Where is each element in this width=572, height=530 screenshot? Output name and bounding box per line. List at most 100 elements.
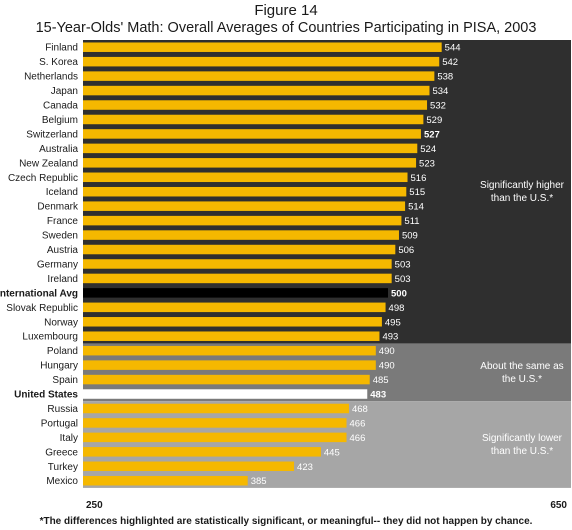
category-label-germany: Germany xyxy=(37,259,78,270)
value-label-turkey: 423 xyxy=(297,462,313,473)
value-label-united-states: 483 xyxy=(370,390,386,401)
bar-ireland xyxy=(83,273,392,284)
bar-spain xyxy=(83,374,370,385)
category-label-canada: Canada xyxy=(43,101,78,112)
category-label-australia: Australia xyxy=(39,144,78,155)
value-label-denmark: 514 xyxy=(408,202,424,213)
category-label-s-korea: S. Korea xyxy=(39,57,78,68)
group-label-2-line-1: About the same as xyxy=(480,361,563,372)
category-label-portugal: Portugal xyxy=(41,418,78,429)
value-label-international-avg: 500 xyxy=(391,288,407,299)
bar-belgium xyxy=(83,114,424,125)
bar-italy xyxy=(83,432,347,443)
value-label-spain: 485 xyxy=(373,375,389,386)
group-label-3-line-1: Significantly lower xyxy=(482,433,563,444)
bar-norway xyxy=(83,317,382,327)
bar-netherlands xyxy=(83,71,435,81)
category-label-czech-republic: Czech Republic xyxy=(8,173,78,184)
category-label-mexico: Mexico xyxy=(46,476,78,487)
category-label-switzerland: Switzerland xyxy=(26,129,78,140)
bar-japan xyxy=(83,85,430,96)
bar-finland xyxy=(83,42,442,52)
category-label-international-avg: International Avg xyxy=(0,288,78,299)
bar-turkey xyxy=(83,461,295,472)
value-label-portugal: 466 xyxy=(350,418,366,429)
bar-australia xyxy=(83,143,418,154)
value-label-japan: 534 xyxy=(432,86,448,97)
bar-canada xyxy=(83,100,428,110)
value-label-iceland: 515 xyxy=(409,187,425,198)
category-label-netherlands: Netherlands xyxy=(24,72,78,83)
category-label-poland: Poland xyxy=(47,346,78,357)
value-label-new-zealand: 523 xyxy=(419,158,435,169)
value-label-sweden: 509 xyxy=(402,231,418,242)
x-tick-label-max: 650 xyxy=(550,500,567,511)
category-label-denmark: Denmark xyxy=(37,202,79,213)
value-label-s-korea: 542 xyxy=(442,57,458,68)
value-label-finland: 544 xyxy=(445,43,461,54)
value-label-austria: 506 xyxy=(398,245,414,256)
category-label-new-zealand: New Zealand xyxy=(19,158,78,169)
bar-switzerland xyxy=(83,129,421,139)
bar-luxembourg xyxy=(83,331,380,341)
bar-austria xyxy=(83,244,396,255)
group-label-1-line-2: than the U.S.* xyxy=(491,193,553,204)
category-label-russia: Russia xyxy=(47,404,78,415)
bar-russia xyxy=(83,403,349,414)
bar-sweden xyxy=(83,230,399,240)
bar-slovak-republic xyxy=(83,302,386,313)
bar-new-zealand xyxy=(83,158,417,168)
footnote: *The differences highlighted are statist… xyxy=(39,516,533,527)
category-label-luxembourg: Luxembourg xyxy=(22,332,78,343)
group-panel-3 xyxy=(83,401,571,488)
bar-international-avg xyxy=(83,288,388,298)
category-label-greece: Greece xyxy=(45,447,78,458)
bar-greece xyxy=(83,447,321,457)
value-label-hungary: 490 xyxy=(379,361,395,372)
category-label-france: France xyxy=(47,216,79,227)
bar-mexico xyxy=(83,475,248,486)
axis-strip xyxy=(83,487,571,505)
value-label-mexico: 385 xyxy=(251,476,267,487)
category-label-japan: Japan xyxy=(51,86,78,97)
value-label-czech-republic: 516 xyxy=(411,173,427,184)
bar-iceland xyxy=(83,186,407,197)
category-label-ireland: Ireland xyxy=(47,274,78,285)
category-label-sweden: Sweden xyxy=(42,231,78,242)
category-label-slovak-republic: Slovak Republic xyxy=(6,303,78,314)
category-label-norway: Norway xyxy=(44,317,78,328)
value-label-italy: 466 xyxy=(350,433,366,444)
figure-label: Figure 14 xyxy=(254,2,318,19)
group-label-1-line-1: Significantly higher xyxy=(480,180,565,191)
value-label-poland: 490 xyxy=(379,346,395,357)
category-label-turkey: Turkey xyxy=(48,462,78,473)
value-label-australia: 524 xyxy=(420,144,436,155)
bar-germany xyxy=(83,259,392,269)
value-label-canada: 532 xyxy=(430,101,446,112)
value-label-netherlands: 538 xyxy=(437,72,453,83)
category-label-austria: Austria xyxy=(47,245,79,256)
bar-hungary xyxy=(83,360,376,370)
value-label-france: 511 xyxy=(404,216,419,227)
value-label-belgium: 529 xyxy=(426,115,442,126)
bar-france xyxy=(83,215,402,226)
bar-poland xyxy=(83,345,376,356)
category-label-iceland: Iceland xyxy=(46,187,78,198)
category-label-finland: Finland xyxy=(45,43,78,54)
bar-united-states xyxy=(83,389,368,399)
value-label-ireland: 503 xyxy=(395,274,411,285)
bar-s-korea xyxy=(83,56,440,67)
value-label-switzerland: 527 xyxy=(424,129,440,140)
category-label-belgium: Belgium xyxy=(42,115,78,126)
group-label-3-line-2: than the U.S.* xyxy=(491,446,553,457)
category-label-spain: Spain xyxy=(52,375,78,386)
chart-title: 15-Year-Olds' Math: Overall Averages of … xyxy=(35,20,537,36)
value-label-slovak-republic: 498 xyxy=(389,303,405,314)
value-label-norway: 495 xyxy=(385,317,401,328)
value-label-russia: 468 xyxy=(352,404,368,415)
x-tick-label-min: 250 xyxy=(86,500,103,511)
value-label-luxembourg: 493 xyxy=(382,332,398,343)
bar-portugal xyxy=(83,418,347,428)
group-label-2-line-2: the U.S.* xyxy=(502,374,542,385)
